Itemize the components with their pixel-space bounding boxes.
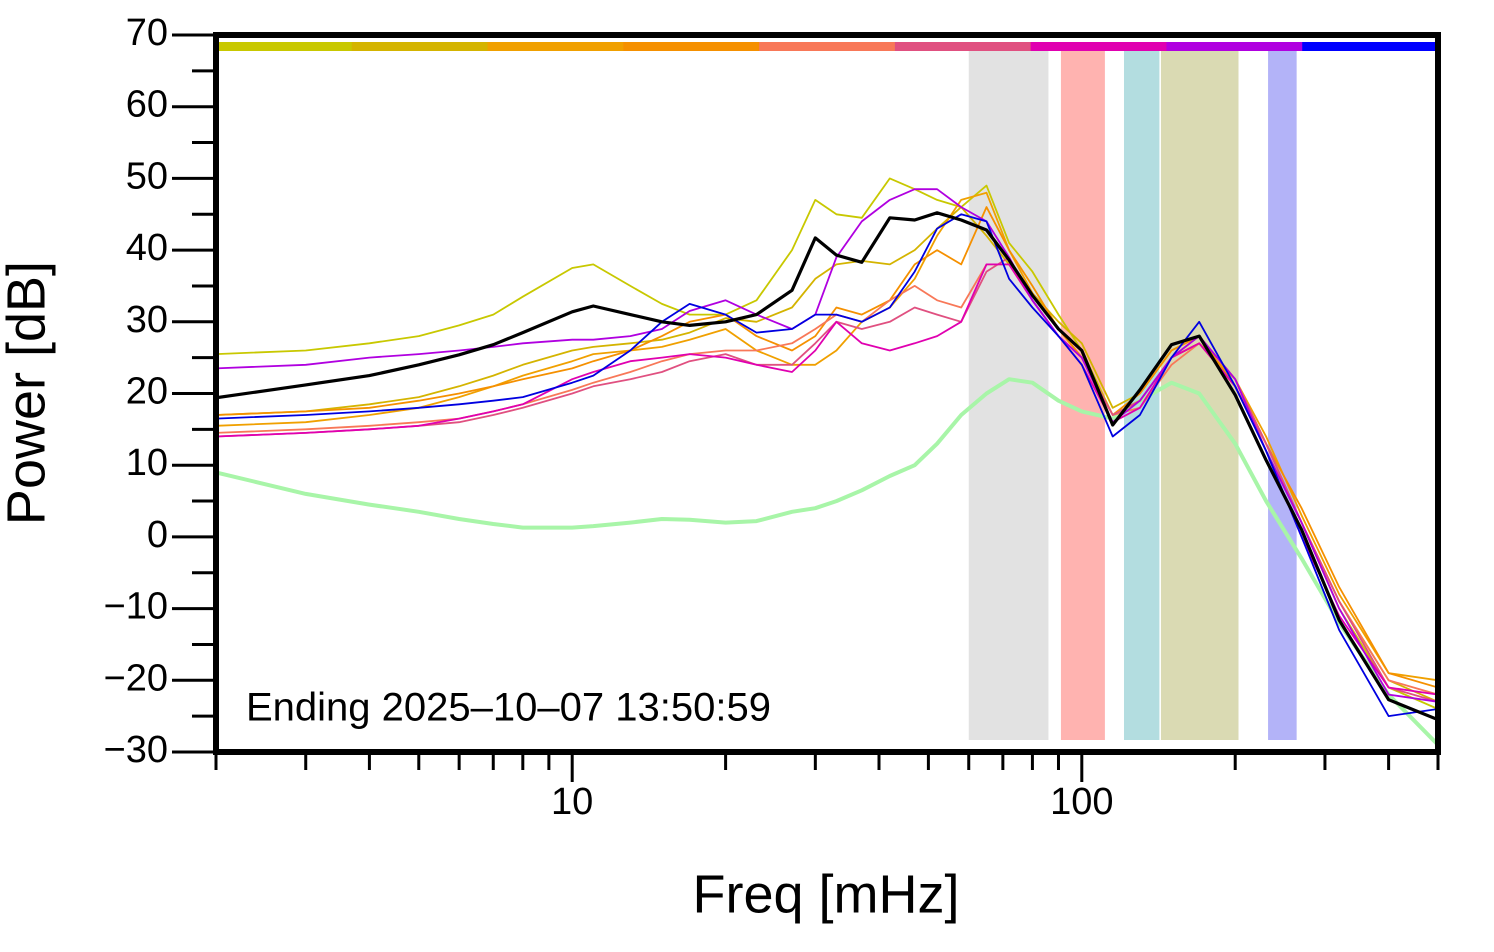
colorbar-segment: [894, 42, 1032, 51]
y-tick-label: 60: [126, 84, 168, 126]
spectrum-line: [216, 213, 1438, 717]
y-tick-label: 10: [126, 442, 168, 484]
y-tick-label: −30: [104, 729, 168, 771]
colorbar-segment: [487, 42, 624, 51]
colorbar-segment: [351, 42, 489, 51]
colorbar-segment: [1030, 42, 1167, 51]
spectrum-line: [216, 211, 1438, 722]
spectrum-line: [216, 206, 1438, 689]
colorbar-segment: [216, 42, 353, 51]
y-tick-label: 40: [126, 227, 168, 269]
colorbar-segment: [759, 42, 896, 51]
frequency-band: [968, 50, 1049, 740]
y-tick-label: 0: [147, 514, 168, 556]
y-tick-label: −20: [104, 657, 168, 699]
frequency-band: [1123, 50, 1160, 740]
y-tick-label: 20: [126, 371, 168, 413]
spectrum-line: [216, 177, 1438, 710]
colorbar-segment: [1302, 42, 1439, 51]
plot-frame: [213, 32, 1441, 755]
y-tick-label: 30: [126, 299, 168, 341]
spectrum-line: [216, 188, 1438, 703]
x-axis-title: Freq [mHz]: [692, 864, 959, 924]
x-tick-label: 100: [1050, 781, 1113, 823]
y-tick-label: 70: [126, 12, 168, 54]
annotation: Ending 2025–10–07 13:50:59: [246, 686, 771, 730]
colorbar-segment: [623, 42, 760, 51]
spectrum-line: [216, 377, 1438, 747]
colorbar-segment: [1166, 42, 1303, 51]
y-axis-title: Power [dB]: [0, 261, 56, 525]
frequency-band: [1268, 50, 1297, 740]
y-tick-label: −10: [104, 586, 168, 628]
x-tick-label: 10: [551, 781, 593, 823]
y-tick-label: 50: [126, 155, 168, 197]
spectrum-line: [216, 263, 1438, 696]
